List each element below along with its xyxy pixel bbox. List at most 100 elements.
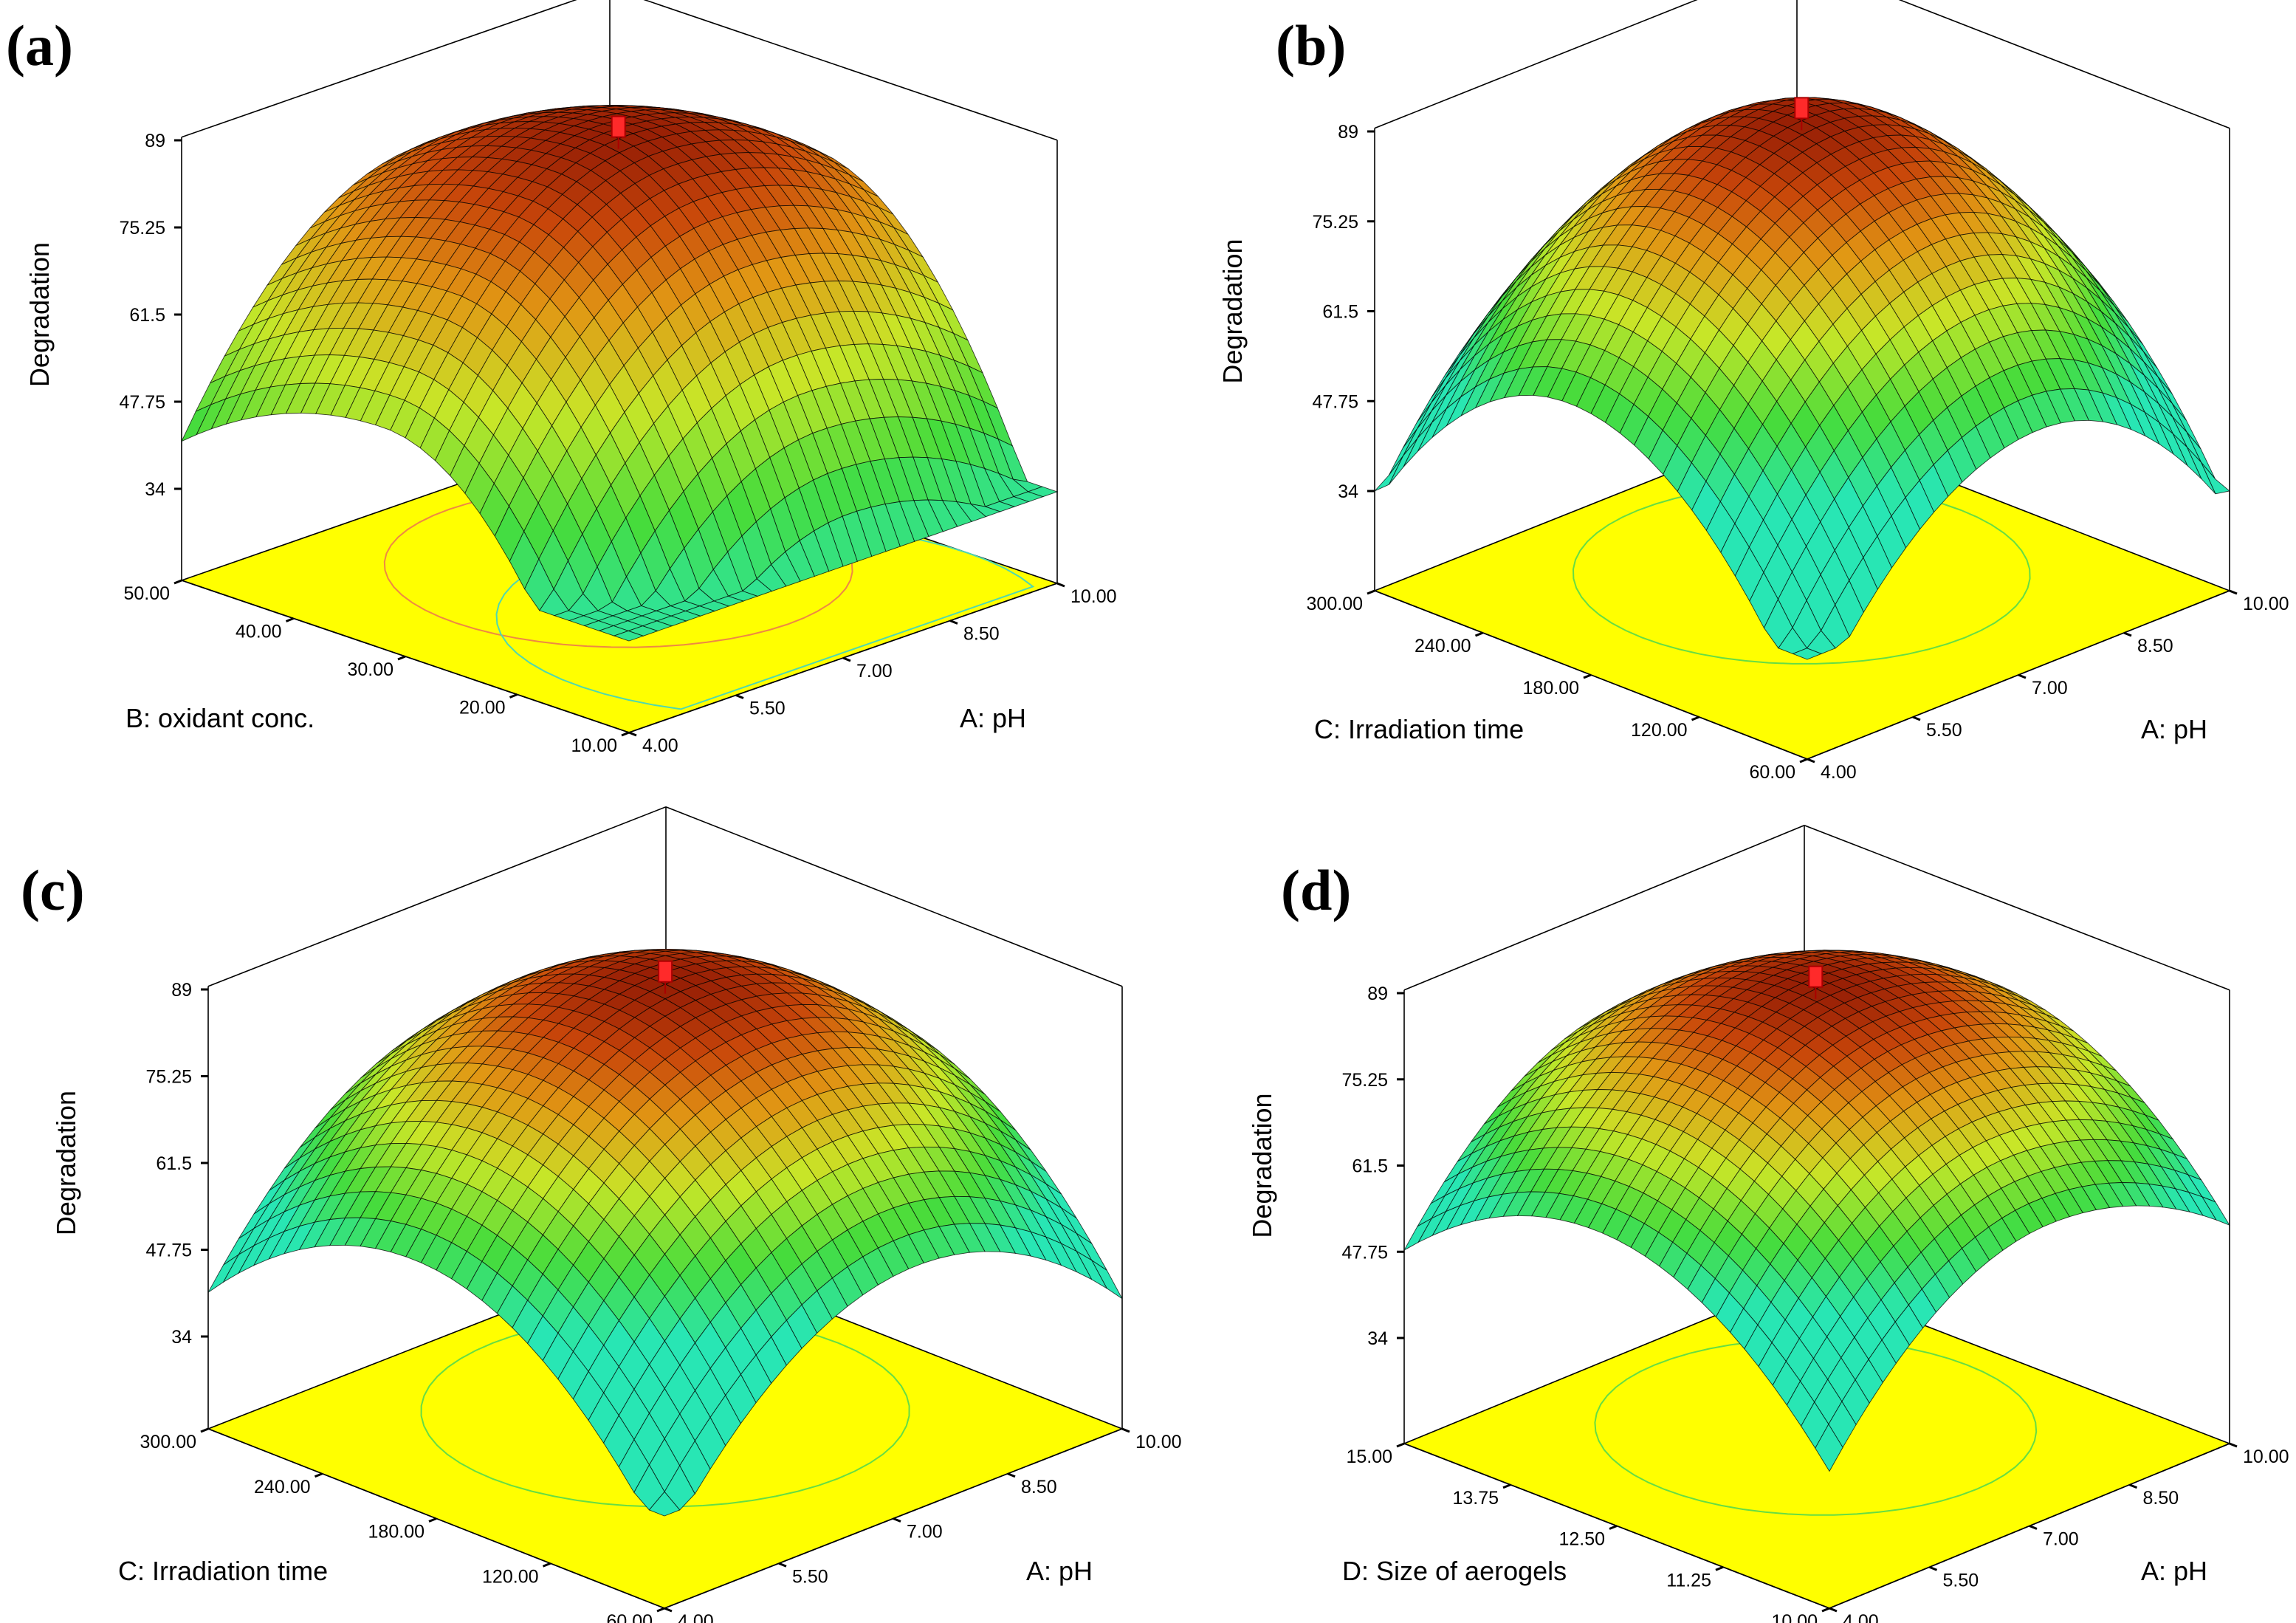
y-tick-label: 180.00 — [368, 1522, 425, 1543]
x-axis-title: A: pH — [1026, 1556, 1093, 1586]
y-tick-mark — [1821, 1607, 1830, 1613]
y-tick-label: 180.00 — [1523, 678, 1579, 699]
z-tick-label: 47.75 — [1312, 391, 1358, 412]
y-tick-label: 20.00 — [459, 698, 506, 718]
response-surface — [207, 949, 1123, 1517]
y-tick-label: 60.00 — [1749, 762, 1795, 783]
a-tick-label: 5.50 — [792, 1566, 828, 1587]
y-axis-title: D: Size of aerogels — [1342, 1556, 1567, 1586]
a-tick-mark — [1056, 582, 1065, 588]
y-tick-mark — [397, 655, 406, 661]
z-tick-label: 75.25 — [1312, 212, 1358, 233]
y-tick-label: 13.75 — [1452, 1488, 1499, 1509]
y-tick-mark — [1715, 1565, 1724, 1571]
surface-cell — [1792, 648, 1823, 660]
y-tick-mark — [285, 617, 295, 622]
a-tick-label: 4.00 — [678, 1611, 714, 1623]
y-axis-title: C: Irradiation time — [118, 1556, 328, 1586]
z-tick-label: 34 — [171, 1327, 192, 1348]
a-tick-label: 8.50 — [2137, 636, 2173, 656]
a-tick-label: 7.00 — [856, 661, 893, 682]
surface-cell — [613, 630, 645, 642]
axis-box-edge — [643, 0, 1058, 141]
y-tick-label: 60.00 — [606, 1611, 653, 1623]
a-tick-mark — [2128, 1483, 2138, 1489]
z-tick-label: 75.25 — [145, 1067, 192, 1088]
axis-box-edge — [1898, 0, 2230, 129]
a-tick-label: 7.00 — [907, 1522, 943, 1543]
z-tick-label: 47.75 — [1341, 1242, 1388, 1263]
y-tick-label: 300.00 — [140, 1432, 196, 1452]
a-tick-mark — [2229, 589, 2238, 595]
a-tick-mark — [735, 694, 744, 699]
y-tick-label: 50.00 — [123, 583, 170, 604]
y-tick-mark — [1502, 1483, 1511, 1489]
a-tick-mark — [628, 731, 637, 737]
y-tick-label: 10.00 — [1771, 1611, 1818, 1623]
response-surface — [1403, 950, 2231, 1472]
panel-label: (b) — [1276, 13, 1346, 78]
y-axis-title: B: oxidant conc. — [126, 703, 315, 733]
z-tick-label: 47.75 — [145, 1241, 192, 1261]
axis-box-edge — [1804, 825, 2230, 991]
y-tick-mark — [1367, 589, 1375, 595]
a-tick-label: 10.00 — [1135, 1432, 1182, 1452]
z-tick-label: 61.5 — [156, 1153, 192, 1174]
z-tick-label: 89 — [145, 131, 165, 151]
a-tick-mark — [1007, 1472, 1016, 1478]
a-tick-label: 8.50 — [2143, 1488, 2179, 1509]
design-point-marker — [658, 960, 673, 983]
design-point-marker — [1794, 97, 1809, 120]
y-tick-label: 120.00 — [482, 1566, 538, 1587]
a-tick-mark — [2229, 1442, 2238, 1448]
z-axis-label: Degradation — [1217, 239, 1248, 383]
a-tick-mark — [949, 620, 958, 625]
y-tick-label: 40.00 — [236, 622, 282, 642]
design-point-marker — [1808, 965, 1824, 988]
panel-label: (a) — [6, 13, 73, 78]
axis-box-edge — [1403, 825, 1805, 991]
chart-panel-d: 89 75.25 61.5 47.75 34 4.00 5.50 7.00 8.50 10.00 1… — [1247, 825, 2289, 1623]
y-tick-mark — [656, 1607, 665, 1613]
surface-cell — [648, 1491, 681, 1517]
y-tick-label: 300.00 — [1307, 594, 1363, 614]
y-tick-label: 15.00 — [1346, 1447, 1392, 1467]
y-tick-mark — [621, 731, 630, 737]
a-tick-label: 5.50 — [749, 699, 786, 719]
z-tick-label: 89 — [171, 980, 192, 1001]
z-tick-label: 61.5 — [129, 305, 165, 326]
x-axis-title: A: pH — [2141, 714, 2207, 744]
a-tick-mark — [893, 1517, 901, 1523]
a-tick-label: 10.00 — [1070, 586, 1117, 607]
a-tick-mark — [1829, 1607, 1838, 1613]
a-tick-label: 7.00 — [2032, 678, 2068, 699]
surface-cell — [1815, 1423, 1843, 1472]
y-tick-mark — [200, 1427, 209, 1433]
panel-label: (d) — [1281, 858, 1351, 922]
a-tick-label: 7.00 — [2043, 1529, 2079, 1550]
a-tick-label: 4.00 — [1821, 762, 1857, 783]
axis-box-edge — [181, 0, 577, 138]
z-tick-label: 61.5 — [1322, 302, 1358, 323]
z-tick-label: 89 — [1338, 122, 1358, 143]
y-tick-mark — [1474, 631, 1484, 637]
y-tick-mark — [1799, 758, 1808, 764]
z-tick-label: 34 — [145, 479, 165, 500]
a-tick-label: 8.50 — [963, 624, 1000, 645]
z-tick-label: 47.75 — [119, 392, 165, 413]
z-tick-label: 89 — [1367, 984, 1388, 1004]
y-tick-label: 12.50 — [1558, 1529, 1605, 1550]
z-axis-label: Degradation — [24, 242, 55, 387]
y-tick-mark — [1396, 1442, 1405, 1448]
a-tick-mark — [1121, 1427, 1130, 1433]
y-tick-mark — [428, 1517, 437, 1523]
y-tick-label: 11.25 — [1666, 1570, 1711, 1591]
a-tick-label: 5.50 — [1926, 720, 1962, 741]
design-point-marker — [611, 115, 626, 138]
y-tick-mark — [1609, 1525, 1618, 1530]
panel-label: (c) — [21, 858, 85, 922]
a-tick-mark — [1807, 758, 1815, 764]
a-tick-label: 8.50 — [1021, 1477, 1057, 1497]
surface-cell — [1389, 438, 1418, 485]
